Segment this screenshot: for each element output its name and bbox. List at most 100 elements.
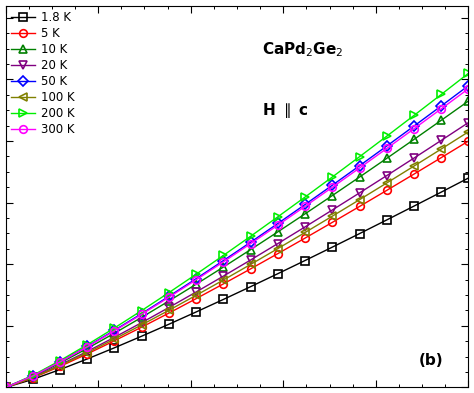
- 200 K: [438, 92, 444, 97]
- 100 K: [193, 293, 199, 298]
- 50 K: [3, 385, 9, 390]
- 20 K: [411, 156, 417, 160]
- 1.8 K: [30, 377, 36, 382]
- 1.8 K: [411, 204, 417, 208]
- 5 K: [248, 266, 254, 271]
- 5 K: [275, 251, 281, 256]
- 5 K: [166, 311, 172, 316]
- 50 K: [465, 83, 471, 88]
- 50 K: [193, 276, 199, 281]
- 5 K: [357, 204, 363, 209]
- 10 K: [30, 374, 36, 379]
- 200 K: [30, 373, 36, 378]
- 10 K: [84, 346, 90, 351]
- 20 K: [248, 258, 254, 263]
- 1.8 K: [84, 356, 90, 361]
- 20 K: [57, 362, 63, 367]
- 100 K: [411, 164, 417, 169]
- 10 K: [302, 211, 308, 216]
- 50 K: [275, 221, 281, 226]
- 1.8 K: [329, 245, 335, 250]
- 5 K: [220, 281, 226, 286]
- 20 K: [220, 274, 226, 279]
- Legend: 1.8 K, 5 K, 10 K, 20 K, 50 K, 100 K, 200 K, 300 K: 1.8 K, 5 K, 10 K, 20 K, 50 K, 100 K, 200…: [9, 9, 77, 138]
- 1.8 K: [302, 258, 308, 263]
- 50 K: [438, 104, 444, 108]
- Line: 1.8 K: 1.8 K: [2, 174, 472, 391]
- 50 K: [166, 294, 172, 299]
- 200 K: [3, 385, 9, 390]
- 10 K: [111, 331, 117, 336]
- Text: (b): (b): [419, 353, 443, 368]
- 10 K: [438, 118, 444, 123]
- 50 K: [411, 124, 417, 129]
- 10 K: [57, 361, 63, 365]
- 300 K: [465, 86, 471, 91]
- 100 K: [57, 363, 63, 368]
- 5 K: [438, 155, 444, 160]
- 10 K: [357, 175, 363, 180]
- 100 K: [139, 323, 145, 327]
- 100 K: [166, 308, 172, 313]
- 20 K: [302, 224, 308, 229]
- 300 K: [329, 185, 335, 190]
- 10 K: [166, 299, 172, 303]
- 200 K: [111, 325, 117, 330]
- 50 K: [329, 183, 335, 187]
- 200 K: [248, 234, 254, 239]
- 1.8 K: [166, 322, 172, 327]
- 100 K: [357, 197, 363, 202]
- Line: 200 K: 200 K: [2, 70, 472, 391]
- 5 K: [3, 385, 9, 390]
- 10 K: [384, 156, 390, 161]
- 100 K: [465, 129, 471, 134]
- 5 K: [465, 139, 471, 143]
- 50 K: [220, 258, 226, 263]
- 200 K: [193, 272, 199, 277]
- 10 K: [275, 230, 281, 234]
- 300 K: [275, 223, 281, 228]
- 1.8 K: [465, 176, 471, 180]
- 20 K: [438, 138, 444, 143]
- 1.8 K: [248, 284, 254, 289]
- 20 K: [111, 335, 117, 340]
- 10 K: [411, 137, 417, 142]
- 50 K: [357, 163, 363, 168]
- 1.8 K: [357, 231, 363, 236]
- 5 K: [411, 172, 417, 176]
- Line: 20 K: 20 K: [2, 119, 472, 391]
- 20 K: [166, 305, 172, 310]
- 300 K: [302, 204, 308, 209]
- 5 K: [193, 296, 199, 301]
- 300 K: [248, 241, 254, 246]
- 10 K: [3, 385, 9, 390]
- 100 K: [329, 214, 335, 219]
- 50 K: [248, 240, 254, 244]
- 20 K: [139, 320, 145, 325]
- 1.8 K: [193, 310, 199, 314]
- 200 K: [384, 134, 390, 138]
- 5 K: [111, 338, 117, 343]
- 10 K: [329, 193, 335, 198]
- 20 K: [275, 241, 281, 246]
- 1.8 K: [111, 345, 117, 350]
- 300 K: [111, 329, 117, 333]
- Text: CaPd$_2$Ge$_2$: CaPd$_2$Ge$_2$: [263, 40, 344, 59]
- 20 K: [384, 173, 390, 178]
- 200 K: [329, 174, 335, 179]
- 100 K: [275, 246, 281, 251]
- 100 K: [384, 181, 390, 185]
- 300 K: [139, 312, 145, 317]
- 300 K: [357, 166, 363, 171]
- 50 K: [139, 311, 145, 316]
- 100 K: [84, 350, 90, 355]
- 50 K: [84, 344, 90, 349]
- 1.8 K: [275, 271, 281, 276]
- 1.8 K: [139, 334, 145, 338]
- 1.8 K: [438, 190, 444, 195]
- Line: 50 K: 50 K: [2, 82, 472, 391]
- 100 K: [220, 278, 226, 283]
- 50 K: [57, 359, 63, 364]
- 300 K: [3, 385, 9, 390]
- 300 K: [193, 277, 199, 282]
